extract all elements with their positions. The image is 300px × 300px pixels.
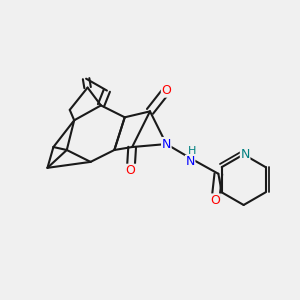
Text: O: O bbox=[161, 84, 171, 97]
Text: O: O bbox=[126, 164, 136, 177]
Text: N: N bbox=[185, 155, 195, 168]
Text: O: O bbox=[211, 194, 220, 207]
Text: N: N bbox=[162, 138, 171, 151]
Text: N: N bbox=[240, 148, 250, 161]
Text: H: H bbox=[188, 146, 196, 157]
